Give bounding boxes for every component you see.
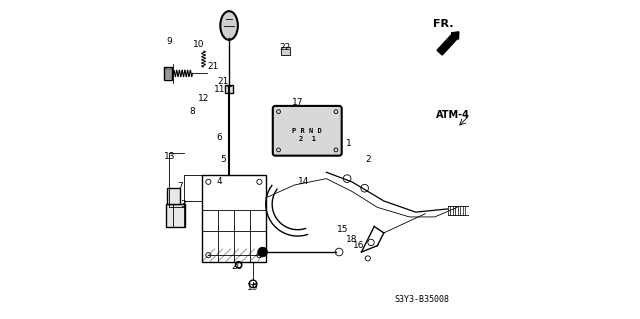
- Text: P R N D: P R N D: [292, 128, 322, 134]
- Text: 9: 9: [166, 37, 172, 46]
- Text: 7: 7: [177, 182, 182, 191]
- Text: 1: 1: [346, 139, 351, 148]
- Text: 17: 17: [292, 98, 303, 107]
- Text: 6: 6: [216, 133, 222, 142]
- Text: 21: 21: [217, 77, 228, 86]
- Text: 4: 4: [217, 177, 222, 186]
- Text: 20: 20: [232, 262, 243, 271]
- Text: 14: 14: [298, 177, 310, 186]
- FancyBboxPatch shape: [281, 47, 291, 55]
- Text: 15: 15: [337, 225, 348, 234]
- Circle shape: [258, 247, 268, 257]
- Text: 5: 5: [220, 155, 225, 164]
- FancyBboxPatch shape: [166, 204, 185, 227]
- Ellipse shape: [220, 11, 238, 40]
- Text: 2  1: 2 1: [299, 136, 316, 142]
- Bar: [164, 67, 172, 80]
- Text: 2: 2: [365, 155, 371, 164]
- Text: ATM-4: ATM-4: [436, 110, 470, 120]
- Text: 13: 13: [164, 152, 175, 161]
- Text: 22: 22: [279, 43, 291, 52]
- Text: FR.: FR.: [433, 19, 454, 29]
- Text: S3Y3-B35008: S3Y3-B35008: [395, 295, 449, 304]
- Text: 11: 11: [214, 85, 225, 94]
- FancyArrow shape: [437, 32, 459, 55]
- Text: 19: 19: [247, 283, 259, 292]
- Text: 12: 12: [198, 94, 209, 103]
- Text: 18: 18: [346, 235, 358, 244]
- FancyBboxPatch shape: [166, 188, 180, 204]
- Text: 16: 16: [353, 241, 364, 250]
- Bar: [225, 85, 233, 93]
- FancyBboxPatch shape: [273, 106, 342, 156]
- Text: 8: 8: [189, 107, 195, 116]
- Text: 10: 10: [193, 40, 205, 49]
- Text: 21: 21: [207, 63, 219, 71]
- Text: 3: 3: [180, 200, 186, 209]
